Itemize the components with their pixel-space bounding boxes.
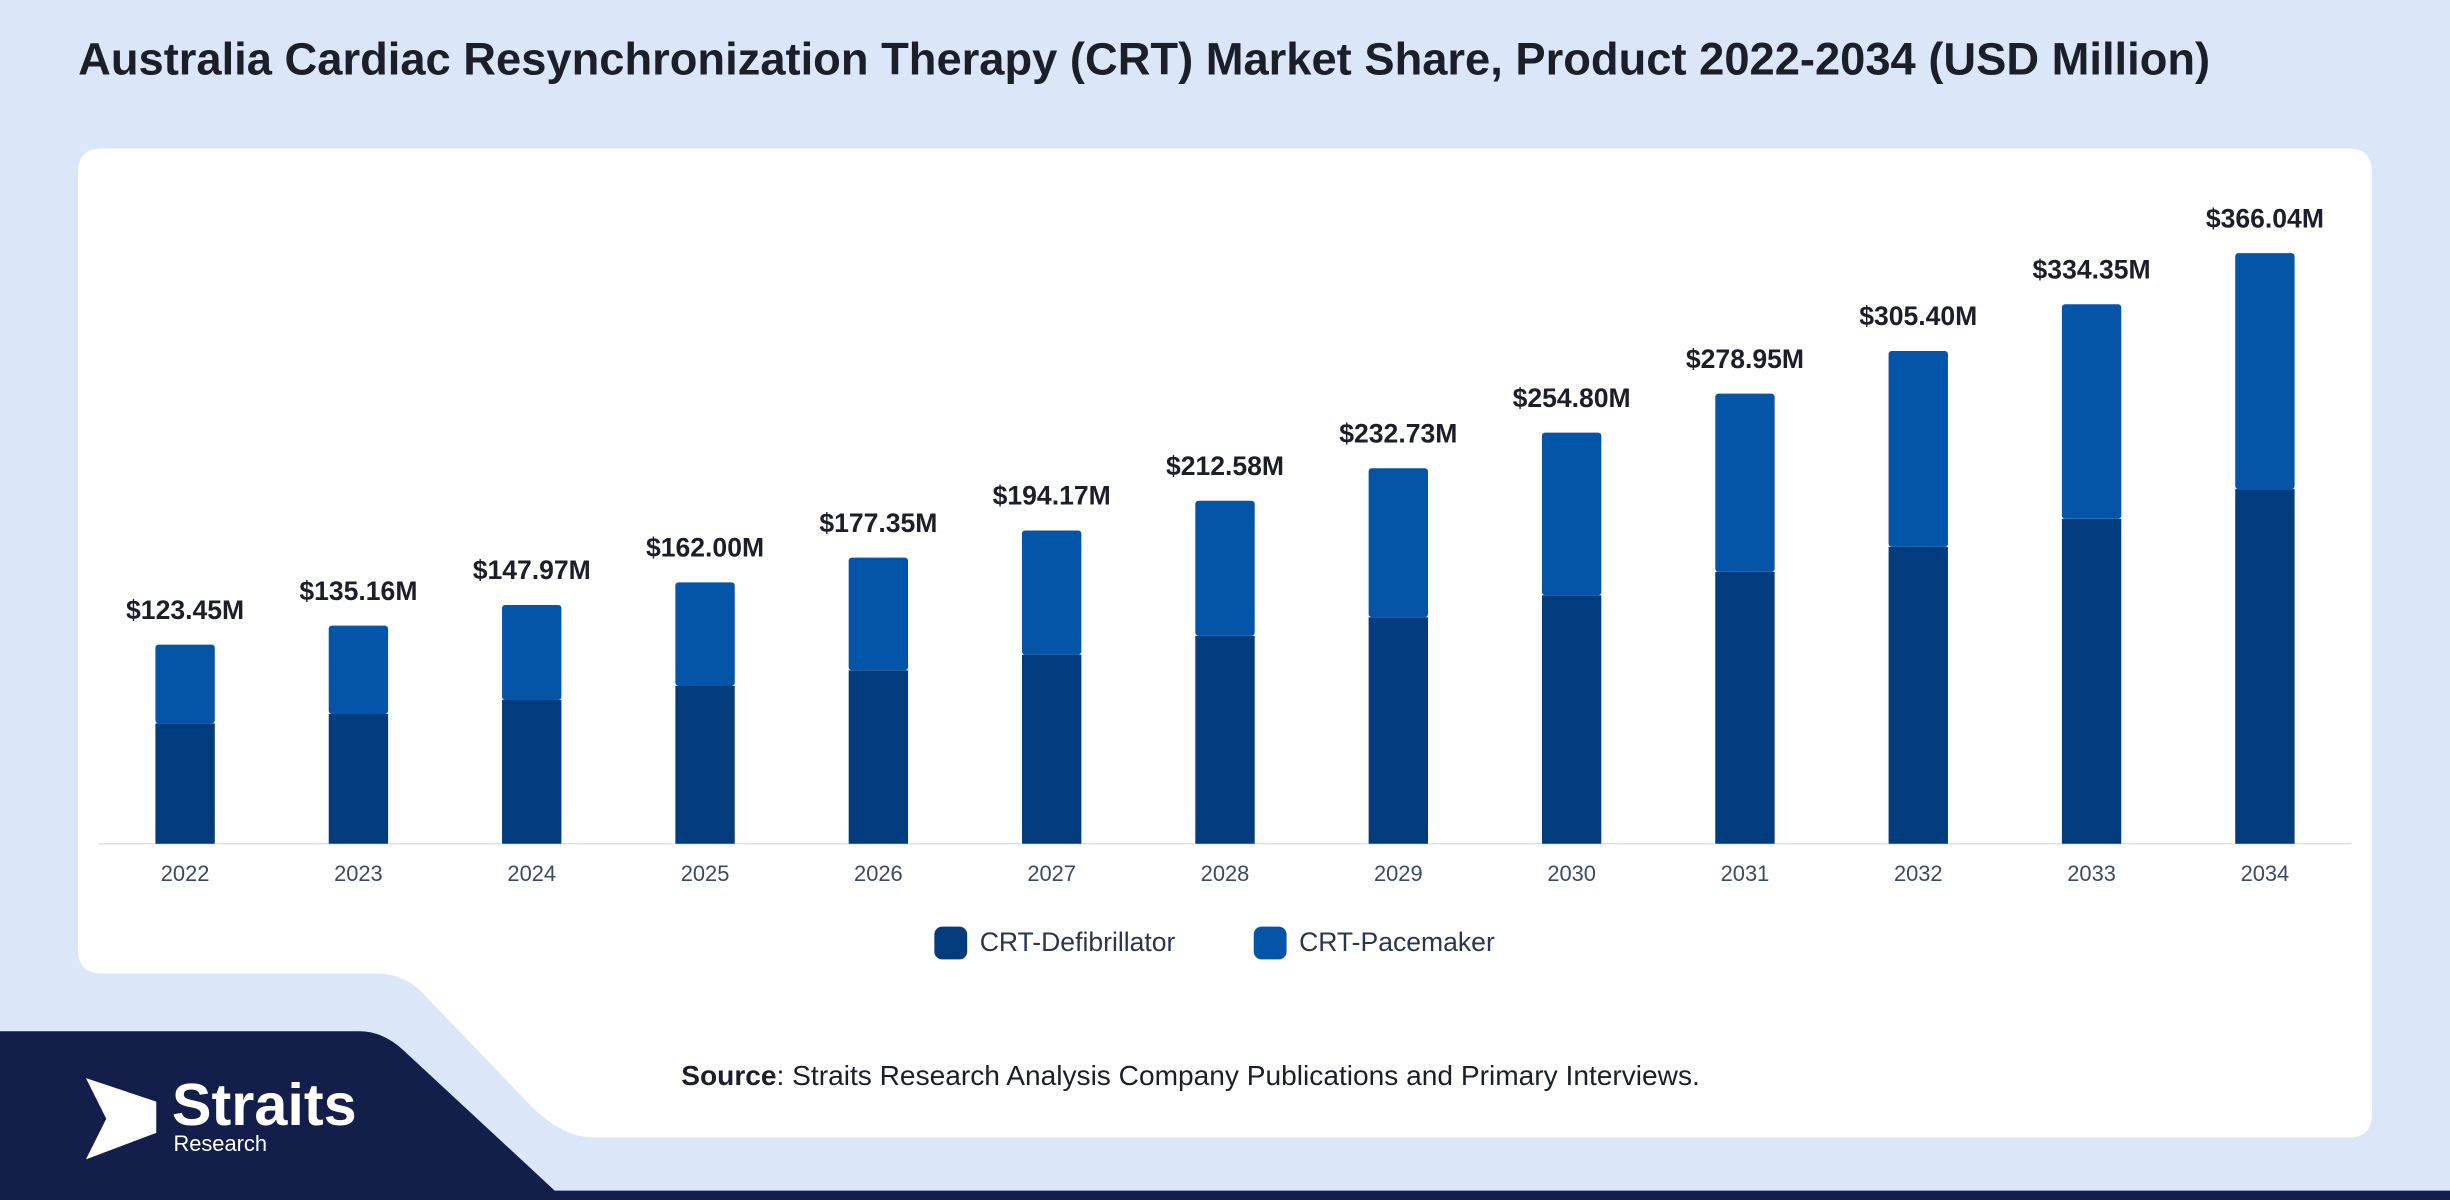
bar-segment: [155, 644, 215, 724]
source-text: : Straits Research Analysis Company Publ…: [777, 1061, 1700, 1092]
total-label: $212.58M: [1166, 451, 1284, 481]
total-label: $162.00M: [646, 533, 764, 563]
bar-segment: [1541, 432, 1602, 596]
total-label: $177.35M: [819, 508, 937, 538]
total-label: $232.73M: [1339, 418, 1457, 448]
x-tick-label: 2033: [2067, 861, 2116, 886]
bar-segment: [328, 714, 389, 844]
x-tick-label: 2030: [1547, 861, 1596, 886]
bar-segment: [1715, 571, 1775, 844]
x-tick-label: 2031: [1721, 861, 1770, 886]
bar-segment: [1888, 350, 1948, 547]
total-label: $334.35M: [2033, 254, 2151, 284]
source: Source: Straits Research Analysis Compan…: [681, 1061, 1700, 1092]
total-label: $366.04M: [2206, 203, 2324, 233]
bar-segment: [1368, 617, 1429, 844]
x-tick-label: 2026: [854, 861, 903, 886]
bar-segment: [2235, 489, 2295, 844]
source-label: Source: [681, 1061, 776, 1092]
x-tick-label: 2028: [1201, 861, 1250, 886]
x-tick-label: 2023: [334, 861, 383, 886]
total-label: $278.95M: [1686, 344, 1804, 374]
bar-segment: [1195, 500, 1255, 636]
legend-swatch: [1253, 926, 1287, 960]
bar-segment: [1888, 546, 1948, 844]
x-tick-label: 2027: [1027, 861, 1076, 886]
bar-segment: [1021, 654, 1082, 844]
legend-label: CRT-Defibrillator: [980, 927, 1176, 957]
total-label: $135.16M: [299, 576, 417, 606]
bar-segment: [675, 685, 735, 844]
bar-segment: [848, 670, 909, 844]
logo-panel: [0, 1031, 2450, 1200]
bar-segment: [1368, 468, 1429, 618]
logo-icon: [85, 1078, 157, 1160]
bar-segment: [1541, 595, 1602, 844]
chart-title: Australia Cardiac Resynchronization Ther…: [78, 33, 2210, 84]
x-tick-label: 2034: [2241, 861, 2290, 886]
legend-swatch: [934, 926, 968, 960]
x-tick-label: 2029: [1374, 861, 1423, 886]
total-label: $254.80M: [1513, 383, 1631, 413]
logo-subtitle: Research: [173, 1131, 267, 1156]
legend-label: CRT-Pacemaker: [1299, 927, 1495, 957]
bar-segment: [675, 582, 735, 686]
bar-segment: [1715, 393, 1775, 572]
x-tick-label: 2024: [507, 861, 556, 886]
x-tick-label: 2025: [681, 861, 730, 886]
bar-segment: [328, 625, 389, 715]
bar-segment: [1195, 635, 1255, 844]
total-label: $147.97M: [473, 555, 591, 585]
bar-segment: [848, 557, 909, 671]
bar-segment: [155, 723, 215, 844]
x-tick-label: 2022: [161, 861, 210, 886]
bar-segment: [502, 605, 562, 700]
bar-segment: [2061, 518, 2122, 844]
bar-segment: [2061, 304, 2122, 519]
total-label: $123.45M: [126, 595, 244, 625]
bar-segment: [2235, 253, 2295, 490]
bar-segment: [1021, 530, 1082, 655]
logo-name: Straits: [172, 1071, 357, 1138]
bar-segment: [502, 699, 562, 844]
x-tick-label: 2032: [1894, 861, 1943, 886]
total-label: $194.17M: [993, 481, 1111, 511]
total-label: $305.40M: [1859, 301, 1977, 331]
